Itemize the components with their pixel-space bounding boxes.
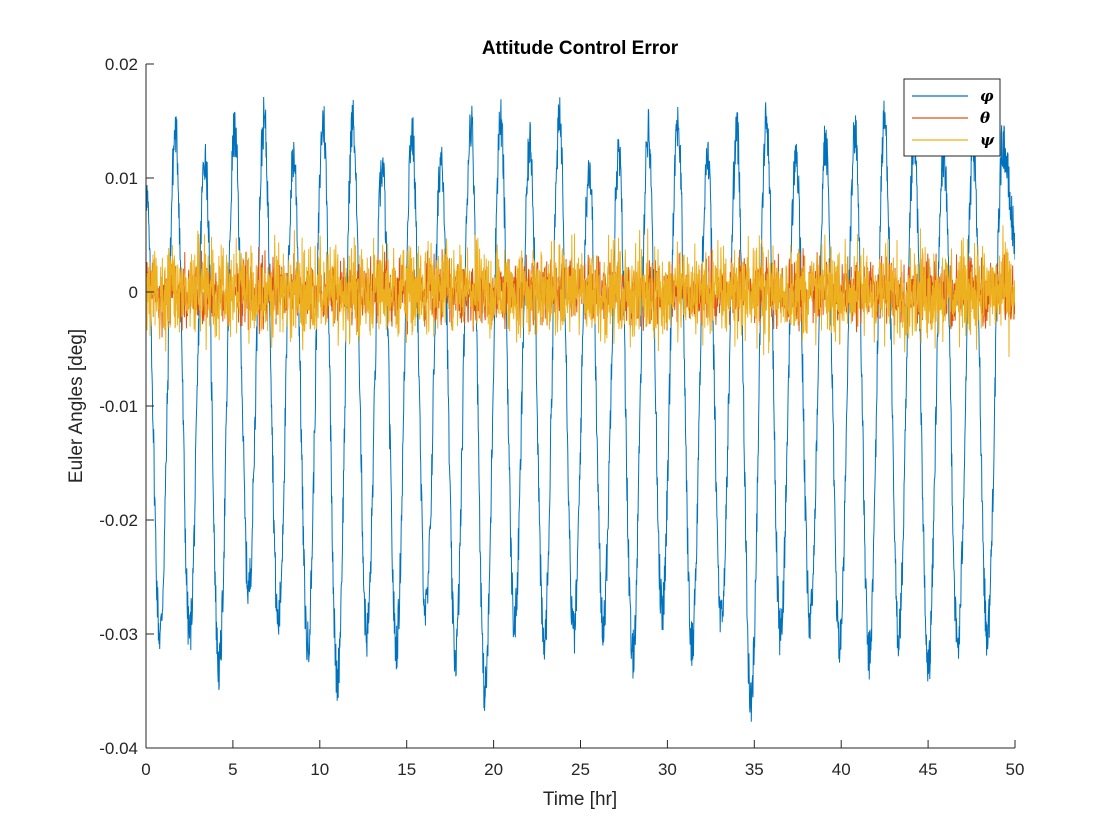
x-tick-label: 15 bbox=[397, 760, 416, 779]
series-line-phi bbox=[146, 97, 1015, 722]
chart-title: Attitude Control Error bbox=[482, 38, 679, 59]
y-axis: 0.02 0.01 0 -0.01 -0.02 -0.03 -0.04 bbox=[99, 55, 154, 758]
y-tick-label: -0.04 bbox=[99, 739, 138, 758]
series-line-psi bbox=[146, 225, 1015, 357]
x-tick-label: 50 bbox=[1006, 760, 1025, 779]
plot-area bbox=[146, 97, 1015, 722]
y-tick-label: 0 bbox=[129, 283, 138, 302]
x-tick-label: 10 bbox=[310, 760, 329, 779]
x-tick-label: 0 bbox=[141, 760, 150, 779]
x-tick-label: 35 bbox=[745, 760, 764, 779]
x-tick-label: 5 bbox=[228, 760, 237, 779]
x-tick-label: 25 bbox=[571, 760, 590, 779]
y-tick-label: 0.02 bbox=[105, 55, 138, 74]
x-tick-label: 45 bbox=[919, 760, 938, 779]
x-tick-label: 30 bbox=[658, 760, 677, 779]
legend-label: θ bbox=[980, 109, 990, 127]
y-tick-label: -0.02 bbox=[99, 511, 138, 530]
x-axis-label: Time [hr] bbox=[543, 789, 617, 810]
y-axis-label: Euler Angles [deg] bbox=[66, 329, 87, 483]
y-tick-label: -0.03 bbox=[99, 625, 138, 644]
x-tick-label: 40 bbox=[832, 760, 851, 779]
x-tick-label: 20 bbox=[484, 760, 503, 779]
y-tick-label: 0.01 bbox=[105, 169, 138, 188]
y-tick-label: -0.01 bbox=[99, 397, 138, 416]
x-axis: 0 5 10 15 20 25 30 35 40 45 50 bbox=[141, 740, 1024, 779]
legend-label: φ bbox=[980, 87, 994, 105]
legend[interactable]: φθψ bbox=[903, 78, 1001, 157]
legend-label: ψ bbox=[980, 131, 995, 149]
